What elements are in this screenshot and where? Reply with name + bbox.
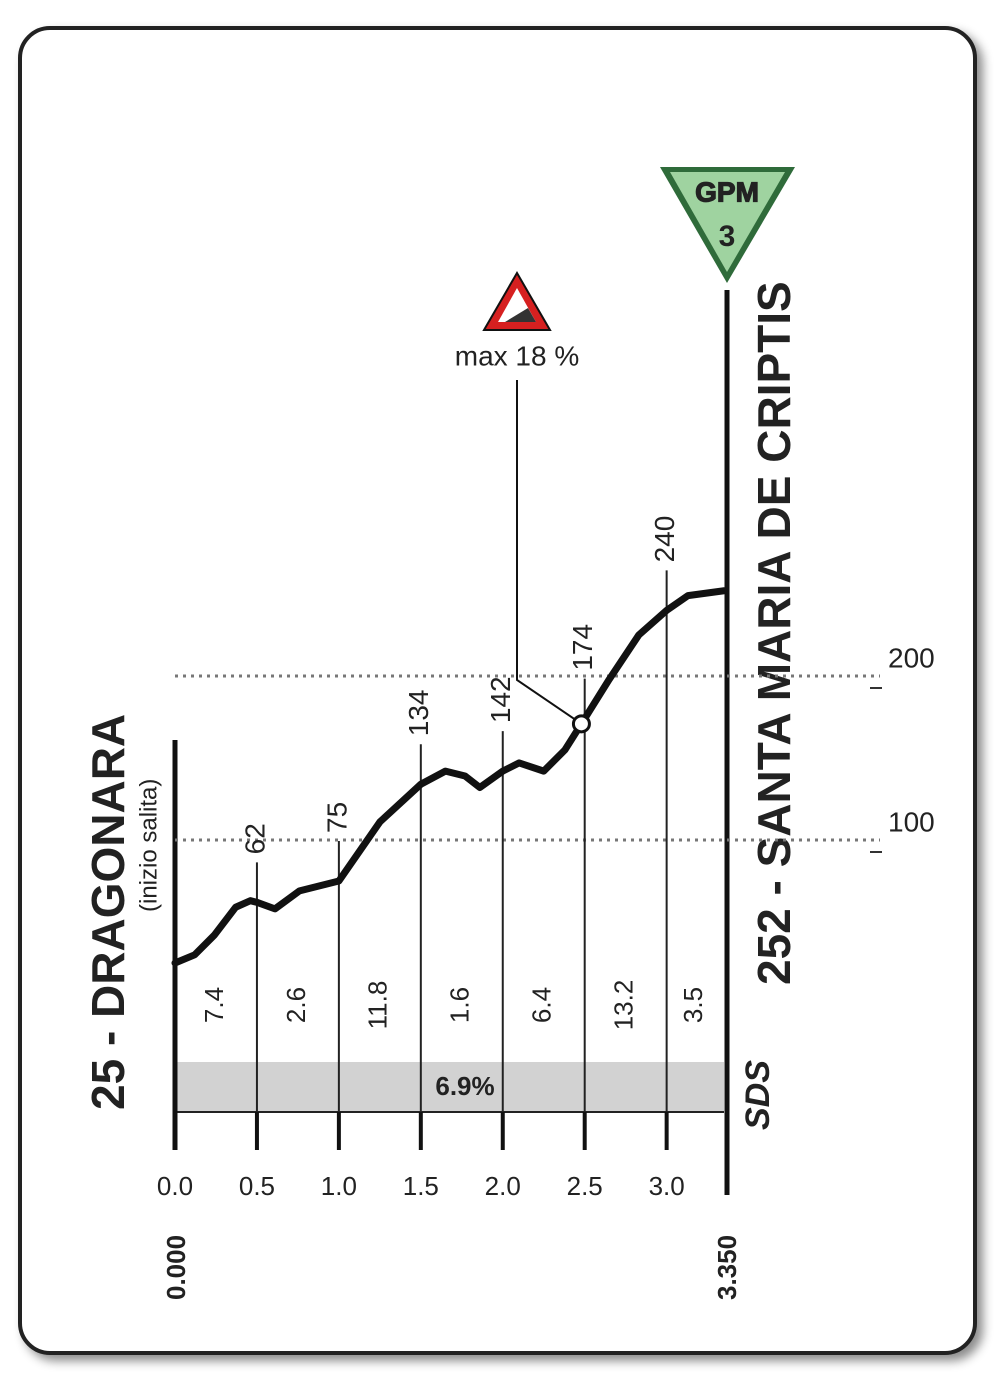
- gpm-badge-inner: [670, 172, 785, 272]
- profile-line: [171, 587, 728, 967]
- marker-label: 174: [567, 624, 598, 671]
- card: [18, 26, 977, 1355]
- start-sublabel: (inizio salita): [135, 779, 162, 912]
- marker-label: 62: [239, 823, 270, 854]
- segment-gradient: 1.6: [445, 987, 475, 1023]
- segment-gradient: 3.5: [678, 987, 708, 1023]
- x-tick-label: 2.5: [567, 1171, 603, 1201]
- segment-gradient: 7.4: [199, 987, 229, 1023]
- segment-gradient: 2.6: [281, 987, 311, 1023]
- average-band: [175, 1062, 724, 1112]
- max-gradient-label: max 18 %: [455, 340, 580, 371]
- x-tick-label: 0.5: [239, 1171, 275, 1201]
- average-gradient: 6.9%: [435, 1071, 494, 1101]
- marker-label: 134: [403, 690, 434, 737]
- x-tick-label: 3.0: [649, 1171, 685, 1201]
- gpm-category: 3: [719, 220, 736, 253]
- end-distance: 3.350: [712, 1235, 742, 1300]
- marker-label: 142: [485, 676, 516, 723]
- marker-label: 240: [649, 516, 680, 563]
- start-label: 25 - DRAGONARA: [82, 714, 134, 1110]
- segment-gradient: 13.2: [609, 980, 639, 1031]
- warning-slope: [505, 308, 536, 322]
- start-distance: 0.000: [161, 1235, 191, 1300]
- y-tick-label: 100: [888, 806, 935, 837]
- marker-label: 75: [321, 802, 352, 833]
- end-label: 252 - SANTA MARIA DE CRIPTIS: [748, 281, 800, 985]
- x-tick-label: 1.0: [321, 1171, 357, 1201]
- logo: SDS: [739, 1060, 777, 1130]
- y-tick-label: 200: [888, 642, 935, 673]
- gpm-label: GPM: [695, 176, 759, 207]
- segment-gradient: 11.8: [363, 981, 393, 1030]
- x-tick-label: 2.0: [485, 1171, 521, 1201]
- x-tick-label: 0.0: [157, 1171, 193, 1201]
- max-gradient-pointer: [516, 380, 582, 725]
- segment-gradient: 6.4: [527, 987, 557, 1023]
- x-tick-label: 1.5: [403, 1171, 439, 1201]
- max-gradient-point: [571, 714, 591, 734]
